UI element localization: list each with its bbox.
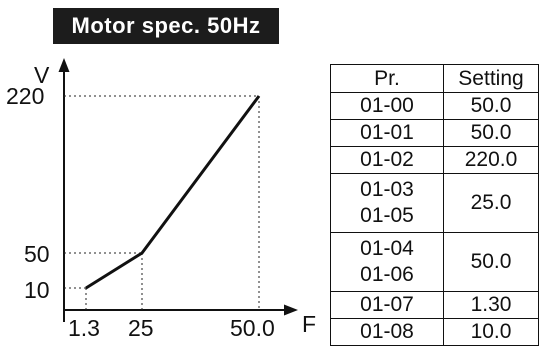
table-row: 01-07 1.30 xyxy=(330,291,539,319)
setting-cell: 1.30 xyxy=(443,291,539,319)
pr-cell: 01-00 xyxy=(330,92,444,120)
x-tick-1-3: 1.3 xyxy=(68,315,100,341)
pr-cell: 01-08 xyxy=(330,318,444,346)
table-row: 01-04 01-06 50.0 xyxy=(330,232,539,292)
pr-line: 01-03 xyxy=(360,178,414,201)
y-tick-10: 10 xyxy=(24,277,50,303)
setting-cell: 50.0 xyxy=(443,92,539,120)
table-row: 01-03 01-05 25.0 xyxy=(330,173,539,233)
setting-cell: 50.0 xyxy=(443,119,539,147)
pr-line: 01-05 xyxy=(360,204,414,227)
pr-cell: 01-04 01-06 xyxy=(330,232,444,292)
table-header-row: Pr. Setting xyxy=(330,64,539,93)
pr-cell: 01-01 xyxy=(330,119,444,147)
header-pr: Pr. xyxy=(330,64,444,93)
header-setting: Setting xyxy=(443,64,539,93)
x-axis-arrow xyxy=(284,304,298,316)
pr-line: 01-04 xyxy=(360,237,414,260)
pr-line: 01-06 xyxy=(360,263,414,286)
vf-curve-line xyxy=(85,95,261,290)
y-axis-label: V xyxy=(34,62,50,88)
y-axis-arrow xyxy=(58,58,70,72)
table-row: 01-01 50.0 xyxy=(330,119,539,147)
y-tick-220: 220 xyxy=(6,83,44,109)
pr-cell: 01-03 01-05 xyxy=(330,173,444,233)
x-axis-label: F xyxy=(302,311,316,337)
table-row: 01-08 10.0 xyxy=(330,318,539,346)
motor-spec-title: Motor spec. 50Hz xyxy=(53,8,279,44)
x-tick-50: 50.0 xyxy=(230,315,275,341)
table-row: 01-00 50.0 xyxy=(330,92,539,120)
x-tick-25: 25 xyxy=(128,315,154,341)
setting-cell: 220.0 xyxy=(443,146,539,174)
parameter-table: Pr. Setting 01-00 50.0 01-01 50.0 01-02 … xyxy=(330,64,539,346)
vf-curve-graph: V F 220 50 10 1.3 25 50.0 xyxy=(6,58,316,341)
pr-cell: 01-02 xyxy=(330,146,444,174)
pr-cell: 01-07 xyxy=(330,291,444,319)
table-row: 01-02 220.0 xyxy=(330,146,539,174)
setting-cell: 50.0 xyxy=(443,232,539,292)
setting-cell: 10.0 xyxy=(443,318,539,346)
setting-cell: 25.0 xyxy=(443,173,539,233)
y-tick-50: 50 xyxy=(24,241,50,267)
